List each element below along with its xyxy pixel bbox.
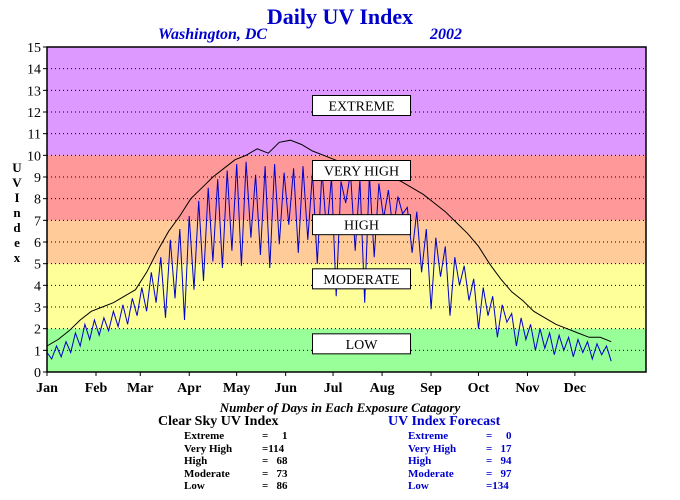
band-label-text: HIGH [344,219,379,234]
y-axis-label-char: d [13,220,21,235]
y-tick-label: 8 [34,193,41,208]
y-tick-label: 4 [34,279,41,294]
x-axis-ticks: Jan Feb Mar Apr May Jun Jul Aug Sep Oct Nov Dec [36,372,586,396]
series-clear-sky-uv-index [46,139,612,347]
y-axis-label-char: I [14,190,20,205]
band-label-extreme: EXTREME [312,95,412,116]
chart-location: Washington, DC [158,26,268,43]
stat-value: = 97 [486,467,512,480]
y-tick-label: 0 [34,366,41,381]
chart-year: 2002 [430,26,462,43]
stat-label: Low [184,480,205,492]
stat-row: Extreme = 1 [184,430,288,443]
chart-title: Daily UV Index [266,4,414,29]
band-label-text: EXTREME [328,100,394,115]
series-uv-index-forecast [46,161,612,362]
x-tick-label: Jun [274,381,297,396]
y-tick-label: 1 [34,344,41,359]
stat-row: Low = 86 [184,480,288,493]
plot-frame [46,46,647,373]
y-tick-label: 5 [34,258,41,273]
x-tick-label: Jan [36,381,58,396]
stat-label: High [408,455,432,467]
x-tick-label: Nov [515,381,539,396]
band-label-very-high: VERY HIGH [312,160,412,181]
x-tick-label: Dec [564,381,587,396]
y-tick-label: 9 [34,171,41,186]
forecast-stats: Extreme = 0 Very High = 17 High = 94 Modera… [408,430,512,493]
y-tick-label: 12 [27,106,41,121]
y-tick-label: 11 [28,128,41,143]
stat-value: = 86 [262,480,288,492]
band-label-high: HIGH [312,214,412,236]
stat-label: High [184,455,208,467]
summary-title: Number of Days in Each Exposure Catagory [219,400,461,415]
stat-value: = 17 [486,442,512,455]
stat-label: Extreme [184,430,225,442]
stat-value: = 94 [486,455,512,467]
band-label-text: VERY HIGH [324,165,399,180]
stat-value: =134 [486,480,509,492]
stat-row: High = 68 [184,455,288,468]
stat-row: Moderate = 97 [408,468,512,481]
y-axis-label-char: e [14,235,20,250]
stat-value: = 68 [262,455,288,467]
stat-label: Moderate [408,467,454,480]
x-tick-label: Feb [85,381,108,396]
stat-value: = 1 [262,430,288,442]
stat-label: Low [408,480,429,492]
stat-label: Extreme [408,430,449,442]
stat-label: Very High [408,442,457,455]
y-tick-label: 6 [34,236,41,251]
y-tick-label: 15 [27,41,41,56]
y-tick-label: 7 [34,214,41,229]
band-label-text: MODERATE [323,273,399,288]
band-label-box [312,333,412,355]
band-label-box [312,160,412,181]
y-tick-label: 2 [34,323,41,338]
stat-row: Extreme = 0 [408,430,512,443]
band-label-moderate: MODERATE [312,268,412,290]
stat-value: = 0 [486,430,512,442]
stat-row: High = 94 [408,455,512,468]
x-tick-label: May [223,381,250,396]
band-label-box [312,95,412,116]
stat-row: Moderate = 73 [184,468,288,481]
band-label-low: LOW [312,333,412,355]
clear-sky-stats: Extreme = 1 Very High =114 High = 68 Modera… [184,430,288,493]
band-label-text: LOW [346,338,379,353]
series-lines [46,139,612,362]
y-tick-label: 10 [27,149,41,164]
stat-row: Very High =114 [184,443,288,456]
clear-sky-title: Clear Sky UV Index [158,414,279,429]
y-tick-label: 14 [27,63,41,78]
y-tick-label: 3 [34,301,41,316]
stat-value: =114 [262,442,285,455]
y-axis-label-char: n [13,205,21,220]
band-label-box [312,268,412,290]
stat-value: = 73 [262,467,288,480]
forecast-title: UV Index Forecast [388,414,501,429]
stat-row: Low =134 [408,480,512,493]
y-axis-label-char: V [12,175,22,190]
y-axis-label: U V I n d e x [10,160,24,265]
x-tick-label: Sep [420,381,442,396]
y-axis-label-char: x [13,250,21,265]
stat-label: Very High [184,442,233,455]
band-label-box [312,214,412,236]
band-labels: LOW MODERATE HIGH VERY HIGH EXTREME [312,95,412,355]
x-tick-label: Apr [177,381,201,396]
stat-row: Very High = 17 [408,443,512,456]
x-tick-label: Mar [127,381,153,396]
x-tick-label: Oct [468,381,490,396]
y-tick-label: 13 [27,84,41,99]
x-tick-label: Aug [370,381,395,396]
x-tick-label: Jul [324,381,343,396]
stat-label: Moderate [184,467,230,480]
y-axis-label-char: U [12,160,22,175]
